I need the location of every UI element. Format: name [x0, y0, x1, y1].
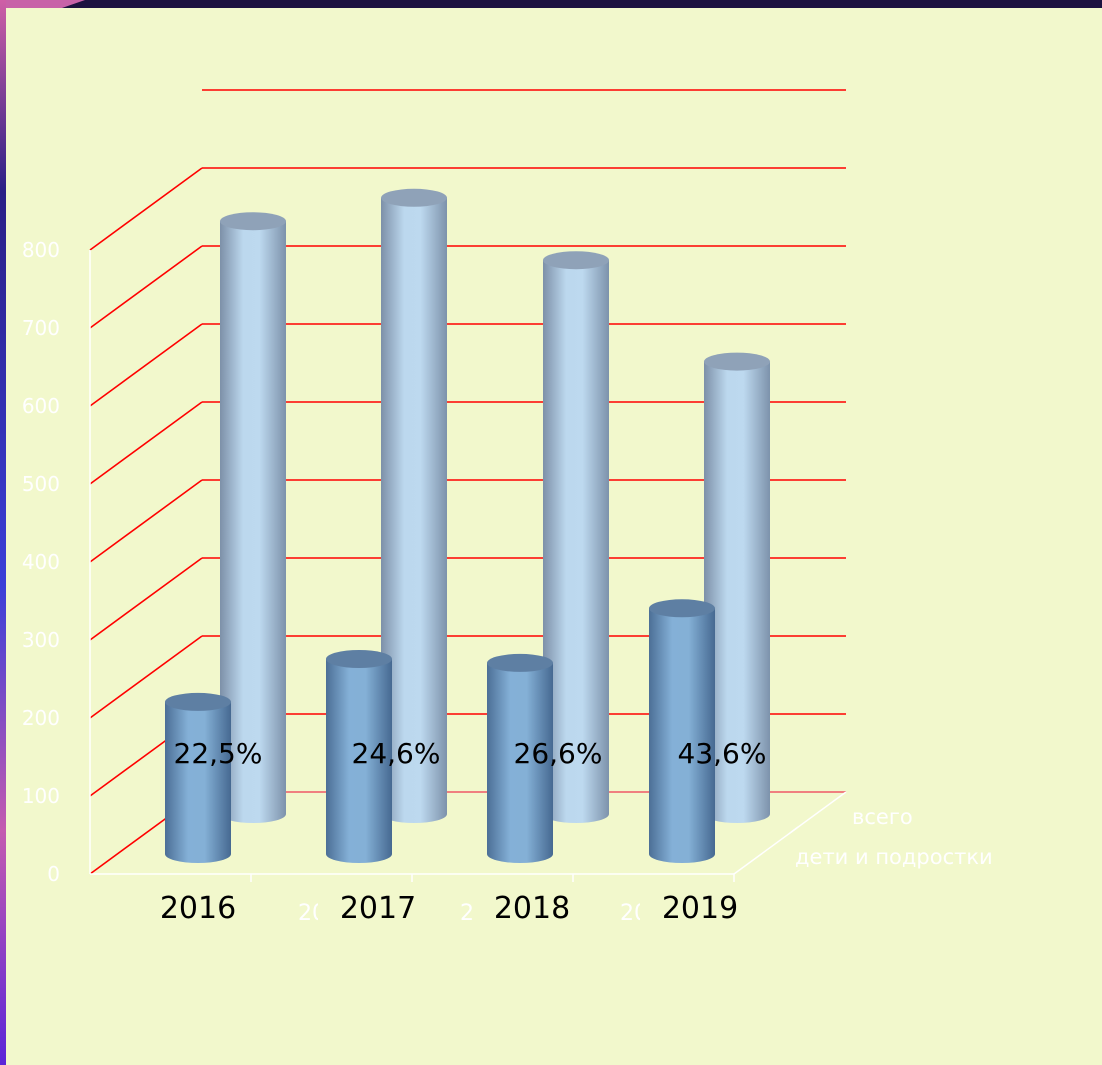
category-label-bg — [138, 888, 258, 924]
category-label: 2019 — [662, 891, 738, 926]
x-axis-labels: 2016 2017 2018 2019 — [138, 888, 760, 926]
legend-label-всего: всего — [852, 805, 913, 829]
top-left-accent — [0, 0, 85, 8]
data-label: 26,6% — [514, 737, 603, 770]
category-label-bg — [472, 888, 592, 924]
y-axis-ticks: 0 100 200 300 400 500 600 700 800 — [22, 238, 60, 886]
bar-дети-и-подростки-top — [326, 650, 392, 668]
gridline-side — [89, 635, 203, 719]
bar-всего-top — [704, 352, 770, 371]
bar-всего — [381, 188, 447, 824]
depth-tick-mark — [789, 826, 799, 834]
legend-label-дети-и-подростки: дети и подростки — [795, 845, 993, 869]
bar-дети-и-подростки — [487, 653, 553, 863]
bar-дети-и-подростки-body — [165, 701, 231, 863]
data-label: 24,6% — [352, 737, 441, 770]
y-tick-label: 600 — [22, 394, 60, 418]
bar-всего-top — [543, 251, 609, 270]
bar-всего — [704, 352, 770, 823]
category-label-bg — [318, 888, 438, 924]
series-дети-и-подростки — [165, 599, 715, 863]
chart-axes — [89, 250, 847, 882]
bar-дети-и-подростки-top — [165, 692, 231, 711]
legend: всего дети и подростки — [795, 805, 993, 869]
bar-дети-и-подростки — [165, 692, 231, 863]
y-tick-label: 500 — [22, 472, 60, 496]
bar-дети-и-подростки-top — [487, 653, 553, 672]
gridline-side — [89, 167, 203, 251]
category-label: 2017 — [340, 891, 416, 926]
bar-всего — [543, 251, 609, 823]
gridline-side — [89, 323, 203, 407]
gridline-side — [89, 401, 203, 485]
bar-дети-и-подростки-body — [487, 662, 553, 863]
bar-всего-body — [381, 197, 447, 824]
bar-дети-и-подростки-body — [326, 659, 392, 863]
data-label: 43,6% — [678, 737, 767, 770]
y-tick-label: 400 — [22, 550, 60, 574]
bar-дети-и-подростки-top — [649, 599, 715, 618]
y-tick-label: 800 — [22, 238, 60, 262]
bar-дети-и-подростки-body — [649, 608, 715, 863]
bar-всего-body — [220, 221, 286, 823]
category-label: 2016 — [160, 891, 236, 926]
category-label-bg — [640, 888, 760, 924]
y-tick-label: 200 — [22, 706, 60, 730]
top-border — [0, 0, 1102, 8]
bar-всего-top — [381, 188, 447, 207]
bar-всего-body — [543, 260, 609, 823]
y-tick-label: 300 — [22, 628, 60, 652]
y-tick-label: 0 — [47, 862, 60, 886]
series-всего — [220, 188, 770, 824]
data-label: 22,5% — [174, 737, 263, 770]
bar-всего-body — [704, 361, 770, 823]
bar-дети-и-подростки — [326, 650, 392, 863]
data-labels: 22,5% 24,6% 26,6% 43,6% — [174, 737, 767, 770]
category-label: 2018 — [494, 891, 570, 926]
bar-дети-и-подростки — [649, 599, 715, 863]
gridline-side — [89, 557, 203, 641]
y-tick-label: 700 — [22, 316, 60, 340]
bar-всего — [220, 212, 286, 823]
left-border — [0, 0, 6, 1065]
gridline-side — [89, 479, 203, 563]
bar-всего-top — [220, 212, 286, 231]
y-tick-label: 100 — [22, 784, 60, 808]
gridline-side — [89, 245, 203, 329]
